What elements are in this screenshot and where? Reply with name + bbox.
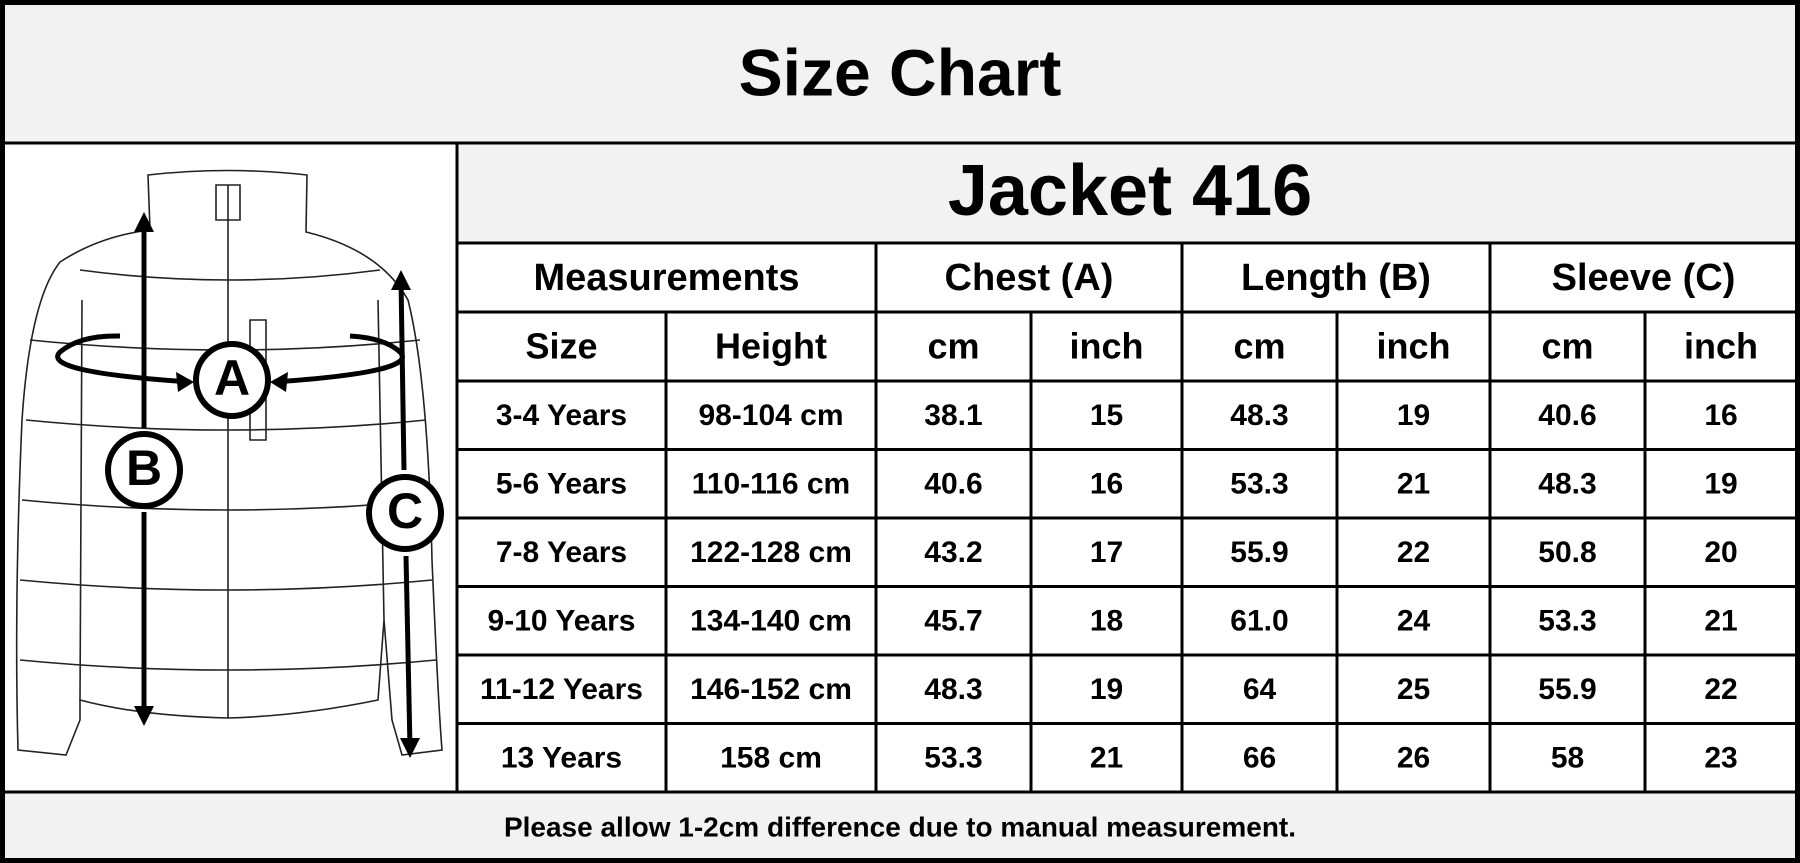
table-cell: 146-152 cm: [690, 673, 852, 706]
table-cell: 16: [1090, 468, 1123, 501]
table-cell: 43.2: [924, 536, 982, 569]
measure-arrows: [55, 222, 413, 749]
column-header: Height: [715, 326, 827, 367]
table-cell: 45.7: [924, 605, 982, 638]
table-cell: 9-10 Years: [488, 605, 636, 638]
column-header: cm: [1233, 326, 1285, 367]
table-cell: 53.3: [924, 742, 982, 775]
label-circle: [105, 431, 183, 509]
label-circle: [366, 474, 444, 552]
table-cell: 13 Years: [501, 742, 622, 775]
table-cell: 55.9: [1230, 536, 1288, 569]
table-grid: [0, 141, 1800, 794]
arrow-a-left: [55, 333, 191, 385]
column-header: inch: [1684, 326, 1758, 367]
label-c: C: [387, 483, 423, 539]
table-cell: 53.3: [1538, 605, 1596, 638]
table-cell: 25: [1397, 673, 1430, 706]
group-header: Measurements: [533, 257, 799, 299]
arrow-c-bottom: [403, 555, 413, 749]
table-cell: 19: [1090, 673, 1123, 706]
table-cell: 53.3: [1230, 468, 1288, 501]
arrow-heads: [134, 212, 420, 758]
table-title: Jacket 416: [948, 151, 1312, 231]
table-cell: 7-8 Years: [496, 536, 627, 569]
table-cell: 110-116 cm: [692, 468, 850, 501]
table-cell: 21: [1397, 468, 1430, 501]
table-cell: 98-104 cm: [698, 399, 843, 432]
table-cell: 58: [1551, 742, 1584, 775]
measure-labels: A B C: [105, 341, 444, 552]
table-cell: 61.0: [1230, 605, 1288, 638]
table-cell: 3-4 Years: [496, 399, 627, 432]
table-cell: 24: [1397, 605, 1431, 638]
group-header: Chest (A): [945, 257, 1114, 299]
label-a: A: [214, 350, 250, 406]
table-cell: 19: [1397, 399, 1430, 432]
table-cell: 122-128 cm: [690, 536, 852, 569]
table-cell: 48.3: [1230, 399, 1288, 432]
table-cell: 16: [1704, 399, 1737, 432]
arrow-head: [134, 706, 154, 726]
column-header: inch: [1376, 326, 1450, 367]
table-cell: 20: [1704, 536, 1737, 569]
table-cell: 19: [1704, 468, 1737, 501]
arrow-head: [270, 372, 288, 392]
table-cell: 48.3: [1538, 468, 1596, 501]
page-title: Size Chart: [739, 35, 1062, 109]
table-cell: 22: [1397, 536, 1430, 569]
column-header: Size: [525, 326, 597, 367]
table-cell: 38.1: [924, 399, 982, 432]
table-cell: 18: [1090, 605, 1123, 638]
arrow-head: [134, 212, 154, 232]
table-cell: 55.9: [1538, 673, 1596, 706]
table-cell: 11-12 Years: [480, 673, 643, 706]
column-header: cm: [1541, 326, 1593, 367]
group-header: Length (B): [1241, 257, 1431, 299]
column-header: cm: [927, 326, 979, 367]
table-cell: 21: [1704, 605, 1737, 638]
table-cell: 26: [1397, 742, 1430, 775]
arrow-c-top: [398, 279, 407, 471]
table-cell: 158 cm: [720, 742, 822, 775]
table-cell: 5-6 Years: [496, 468, 627, 501]
column-header: inch: [1069, 326, 1143, 367]
table-cell: 17: [1090, 536, 1123, 569]
table-cell: 66: [1243, 742, 1276, 775]
arrow-head: [400, 738, 420, 758]
table-cell: 40.6: [924, 468, 982, 501]
table-cell: 22: [1704, 673, 1737, 706]
table-cell: 48.3: [924, 673, 982, 706]
jacket-outline: [15, 169, 443, 756]
arrow-head: [391, 270, 411, 290]
table-cells: Measurements Chest (A) Length (B) Sleeve (C…: [480, 257, 1758, 775]
diagram-panel: [4, 143, 457, 792]
table-cell: 64: [1243, 673, 1277, 706]
table-cell: 50.8: [1538, 536, 1596, 569]
table-cell: 23: [1704, 742, 1737, 775]
table-cell: 21: [1090, 742, 1123, 775]
footer-note: Please allow 1-2cm difference due to man…: [504, 811, 1296, 842]
table-cell: 40.6: [1538, 399, 1596, 432]
table-cell: 15: [1090, 399, 1123, 432]
table-cell: 134-140 cm: [690, 605, 852, 638]
group-header: Sleeve (C): [1552, 257, 1736, 299]
label-b: B: [126, 440, 162, 496]
label-circle: [193, 341, 271, 419]
arrow-head: [176, 372, 194, 392]
